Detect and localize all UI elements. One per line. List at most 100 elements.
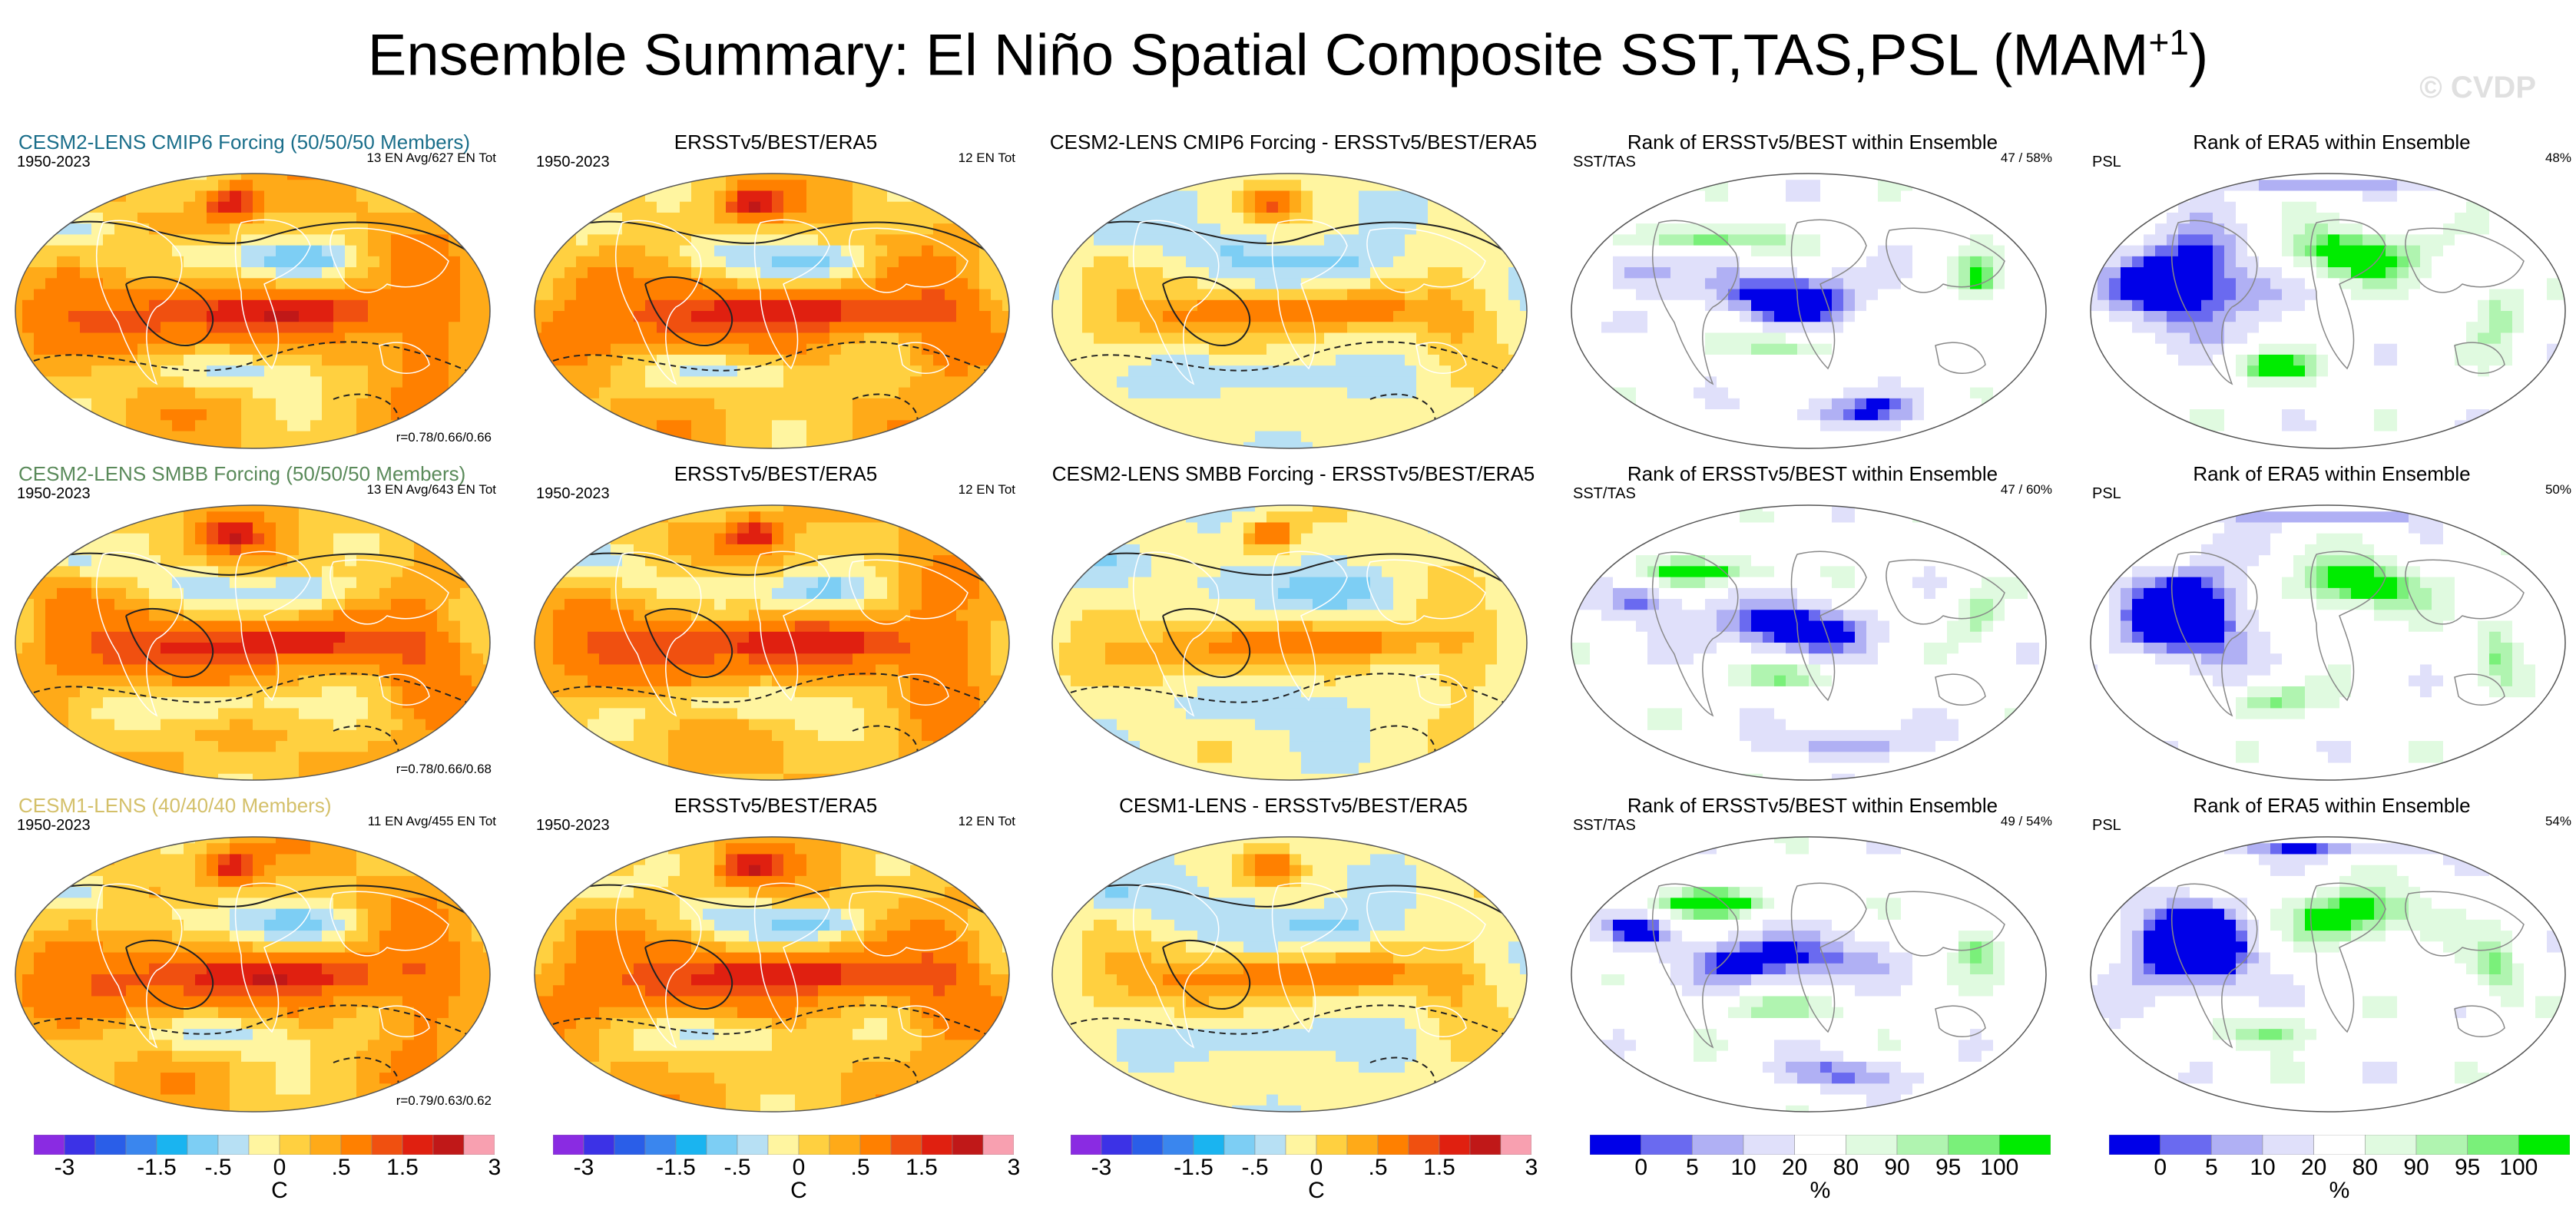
colorbar: -3 -1.5 -.5 0 .5 1.5 3 C (34, 1135, 501, 1204)
colorbar-tick: 95 (1935, 1155, 1962, 1180)
colorbar-swatch (1193, 1135, 1225, 1155)
colorbar-swatch (2518, 1135, 2570, 1155)
colorbar-tick: 3 (1525, 1155, 1538, 1180)
event-count: 11 EN Avg/455 EN Tot (367, 814, 496, 828)
colorbar: -3 -1.5 -.5 0 .5 1.5 3 C (1071, 1135, 1538, 1204)
event-count: 12 EN Tot (958, 482, 1015, 497)
rank-value: 47 / 60% (2000, 482, 2052, 497)
colorbar-swatch (1162, 1135, 1194, 1155)
panel-title: ERSSTv5/BEST/ERA5 (674, 131, 878, 154)
period-label: 1950-2023 (536, 154, 610, 170)
map-rank (1571, 173, 2047, 449)
pattern-correlation: r=0.79/0.63/0.62 (396, 1093, 492, 1108)
colorbar-swatch (94, 1135, 127, 1155)
colorbar: 0 5 10 20 80 90 95 100% (1590, 1135, 2051, 1204)
colorbar-swatch (890, 1135, 922, 1155)
panel-rank2-row3: Rank of ERA5 within Ensemble PSL 54% (2086, 794, 2576, 1116)
map-anom (534, 504, 1010, 781)
colorbar-swatch (1469, 1135, 1502, 1155)
panel-title: CESM2-LENS SMBB Forcing (50/50/50 Member… (18, 462, 466, 485)
colorbar-swatch (675, 1135, 707, 1155)
map-contours (1652, 550, 2005, 717)
map-outline (2090, 173, 2566, 449)
colorbar-swatch (859, 1135, 892, 1155)
panel-rank1-row3: Rank of ERSSTv5/BEST within Ensemble SST/… (1567, 794, 2058, 1116)
map-outline (15, 836, 491, 1113)
colorbar-swatch (371, 1135, 403, 1155)
panel-obs-row1: ERSSTv5/BEST/ERA5 1950-2023 12 EN Tot (530, 131, 1021, 453)
colorbar-swatch (1285, 1135, 1317, 1155)
colorbar-swatch (2415, 1135, 2468, 1155)
panel-rank2-row2: Rank of ERA5 within Ensemble PSL 50% (2086, 462, 2576, 785)
colorbar-tick: 10 (2250, 1155, 2276, 1180)
colorbar-tick: 0 (273, 1155, 286, 1180)
map-outline (1571, 836, 2047, 1113)
map-field (2091, 505, 2565, 780)
colorbar-unit: % (1809, 1178, 1831, 1203)
colorbar-swatch (583, 1135, 615, 1155)
map-outline (534, 173, 1010, 449)
colorbar-swatch (1794, 1135, 1846, 1155)
colorbar-swatch (1439, 1135, 1471, 1155)
colorbar-swatch (340, 1135, 372, 1155)
panel-diff-row2: CESM2-LENS SMBB Forcing - ERSSTv5/BEST/E… (1048, 462, 1539, 785)
event-count: 13 EN Avg/627 EN Tot (366, 150, 496, 165)
map-anom (15, 836, 491, 1113)
colorbar-tick: 3 (1007, 1155, 1021, 1180)
colorbar-swatch (2109, 1135, 2160, 1155)
colorbar-tick: 100 (1980, 1155, 2019, 1180)
map-contours (552, 219, 999, 431)
colorbar-tick: 0 (792, 1155, 806, 1180)
map-contours (2171, 550, 2525, 717)
colorbar-swatch (2262, 1135, 2314, 1155)
colorbar-swatches (1071, 1135, 1531, 1155)
colorbar-tick: -1.5 (1174, 1155, 1214, 1180)
colorbar-swatch (1743, 1135, 1795, 1155)
colorbar-swatch (432, 1135, 465, 1155)
colorbar-swatch (1316, 1135, 1348, 1155)
colorbar-swatch (2365, 1135, 2417, 1155)
map-field (1052, 505, 1527, 780)
panel-diff-row1: CESM2-LENS CMIP6 Forcing - ERSSTv5/BEST/… (1048, 131, 1539, 453)
variable-label: PSL (2092, 154, 2121, 170)
colorbar-swatch (64, 1135, 96, 1155)
colorbar-unit: C (271, 1178, 288, 1203)
colorbar-swatches (2109, 1135, 2570, 1155)
colorbar-tick: -.5 (204, 1155, 232, 1180)
colorbar-swatch (402, 1135, 434, 1155)
colorbar-swatch (553, 1135, 584, 1155)
map-contours (33, 550, 480, 762)
rank-value: 48% (2545, 150, 2571, 165)
colorbar-tick: 3 (488, 1155, 502, 1180)
map-anom (534, 836, 1010, 1113)
map-field (2091, 837, 2565, 1112)
colorbar-unit: C (790, 1178, 807, 1203)
colorbar-swatch (1692, 1135, 1744, 1155)
period-label: 1950-2023 (17, 817, 91, 834)
variable-label: SST/TAS (1573, 817, 1636, 834)
colorbar-swatches (34, 1135, 495, 1155)
colorbar-swatch (1408, 1135, 1440, 1155)
colorbar-swatch (125, 1135, 157, 1155)
colorbar-swatch (644, 1135, 677, 1155)
colorbar-unit: C (1308, 1178, 1325, 1203)
colorbar-swatch (1641, 1135, 1693, 1155)
pattern-correlation: r=0.78/0.66/0.68 (396, 762, 492, 776)
variable-label: SST/TAS (1573, 485, 1636, 502)
map-rank (1571, 504, 2047, 781)
map-field (1052, 174, 1527, 448)
map-contours (1070, 882, 1517, 1094)
map-field (15, 837, 490, 1112)
colorbar-tick: -.5 (723, 1155, 751, 1180)
map-diff (1051, 836, 1528, 1113)
panel-title: Rank of ERSSTv5/BEST within Ensemble (1627, 794, 1998, 817)
map-outline (2090, 836, 2566, 1113)
map-field (15, 505, 490, 780)
panel-title: Rank of ERSSTv5/BEST within Ensemble (1627, 131, 1998, 154)
colorbar-swatch (1254, 1135, 1286, 1155)
map-field (535, 837, 1009, 1112)
map-outline (534, 836, 1010, 1113)
map-contours (1652, 882, 2005, 1049)
panel-rank1-row1: Rank of ERSSTv5/BEST within Ensemble SST/… (1567, 131, 2058, 453)
rank-value: 50% (2545, 482, 2571, 497)
